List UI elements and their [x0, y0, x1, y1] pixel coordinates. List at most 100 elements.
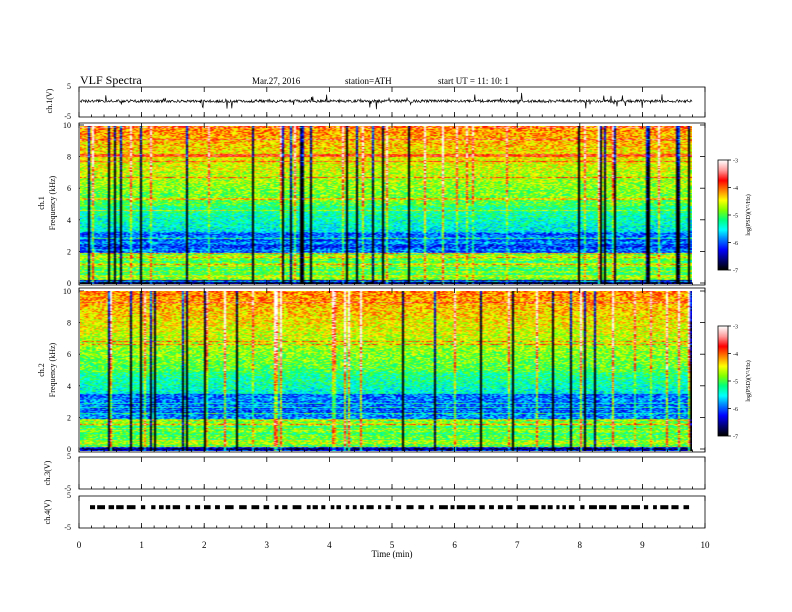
ch4-pulse	[643, 505, 649, 510]
ch4-pulse	[225, 505, 234, 510]
ch4-ytick-top: 5	[67, 491, 71, 500]
time-tick-label: 5	[390, 540, 395, 550]
colorbar-tick-label: -6	[733, 407, 738, 413]
ch4-pulse	[541, 505, 546, 510]
ch4-pulse	[140, 505, 146, 510]
ch3-waveform-panel: ch.3(V) 5 -5	[43, 452, 706, 493]
ch2-spectrogram-ytick-label: 8	[67, 319, 71, 328]
time-axis-label: Time (min)	[372, 549, 413, 559]
ch1-spectrogram-ytick-label: 6	[67, 184, 71, 193]
ch4-pulse	[172, 505, 181, 510]
ch2-spectrogram-ytick-label: 10	[63, 287, 71, 296]
ch1-spectrogram-panel: ch.1 Frequency (kHz) 0 2 4 6 8 10	[37, 121, 706, 288]
ch2-spectrogram-heatmap	[80, 291, 692, 451]
ch4-pulse	[660, 505, 669, 510]
time-tick-label: 0	[77, 540, 82, 550]
ch2-colorbar-label: log(PSD)(V²/Hz)	[745, 360, 752, 401]
ch4-waveform-panel: ch.4(V) 5 -5	[43, 491, 706, 532]
ch4-pulse	[467, 505, 476, 510]
time-tick-label: 7	[515, 540, 520, 550]
time-tick-label: 4	[327, 540, 332, 550]
ch4-pulse	[456, 505, 466, 510]
ch4-pulse	[439, 505, 448, 510]
ch1-spectrogram-ytick-label: 10	[63, 121, 71, 130]
colorbar-tick-label: -3	[733, 325, 738, 331]
ch2-spectrogram-panel: ch.2 Frequency (kHz) 0 2 4 6 8 10	[37, 287, 706, 454]
ch4-pulse	[239, 505, 247, 510]
date-label: Mar.27, 2016	[252, 76, 301, 86]
ch4-pulse	[151, 505, 156, 510]
ch2-spectrogram-ytick-label: 2	[67, 413, 71, 422]
ch1-ytick-bottom: -5	[64, 112, 71, 121]
ch4-pulse	[292, 505, 302, 510]
ch1-waveform-ylabel: ch.1(V)	[45, 88, 54, 113]
ch4-pulse	[430, 505, 434, 510]
ch4-pulse	[126, 505, 136, 510]
colorbar-tick-label: -5	[733, 214, 738, 220]
ch2-colorbar-gradient	[718, 326, 728, 436]
ch4-pulse	[185, 505, 191, 510]
ch1-waveform-trace	[79, 92, 693, 110]
ch4-pulse	[489, 505, 494, 510]
ch4-pulse	[282, 505, 288, 510]
ch3-waveform-ylabel: ch.3(V)	[43, 460, 52, 485]
ch1-spectrogram-ylabel-channel: ch.1	[37, 196, 46, 210]
ch1-colorbar-gradient	[718, 160, 728, 270]
colorbar-tick-label: -5	[733, 380, 738, 386]
ch3-ytick-bottom: -5	[64, 484, 71, 493]
ch4-pulse	[547, 505, 553, 510]
ch2-spectrogram-ylabel-frequency: Frequency (kHz)	[48, 342, 57, 397]
ch4-waveform-trace	[90, 505, 690, 510]
ch2-spectrogram-ytick-label: 4	[67, 382, 71, 391]
ch4-pulse	[108, 505, 115, 510]
ch4-pulse	[194, 505, 201, 510]
ch4-pulse	[406, 505, 414, 510]
ch4-pulse	[158, 505, 164, 510]
ch4-pulse	[568, 505, 575, 510]
ch4-pulse	[395, 505, 402, 510]
ch1-spectrogram-ytick-label: 4	[67, 216, 71, 225]
ch4-pulse	[631, 505, 640, 510]
ch1-colorbar-ticks: -3 -4 -5 -6 -7	[728, 159, 738, 275]
ch1-colorbar: -3 -4 -5 -6 -7 log(PSD)(V²/Hz)	[717, 159, 752, 275]
ch4-pulse	[621, 505, 629, 510]
ch4-pulse	[345, 505, 350, 510]
ch1-spectrogram-ytick-label: 8	[67, 153, 71, 162]
colorbar-tick-label: -7	[733, 269, 738, 275]
ch4-ytick-bottom: -5	[64, 523, 71, 532]
ch4-pulse	[251, 505, 260, 510]
ch4-pulse	[609, 505, 617, 510]
time-axis-ticks	[78, 87, 706, 528]
start-time-label: start UT = 11: 10: 1	[438, 76, 509, 86]
station-label: station=ATH	[345, 76, 392, 86]
ch4-pulse	[116, 505, 124, 510]
time-tick-label: 6	[452, 540, 457, 550]
ch4-pulse	[352, 505, 357, 510]
ch4-pulse	[263, 505, 270, 510]
ch2-spectrogram-ylabel-channel: ch.2	[37, 363, 46, 377]
ch4-pulse	[683, 505, 690, 510]
ch4-pulse	[671, 505, 679, 510]
ch4-pulse	[97, 505, 106, 510]
ch4-pulse	[312, 505, 318, 510]
ch4-pulse	[330, 505, 335, 510]
time-axis-tick-labels: 0 1 2 3 4 5 6 7 8 9 10	[77, 540, 710, 550]
ch4-pulse	[556, 505, 560, 510]
ch4-pulse	[274, 505, 279, 510]
colorbar-tick-label: -3	[733, 159, 738, 165]
ch4-pulse	[450, 505, 455, 510]
ch4-pulse	[336, 505, 341, 510]
colorbar-tick-label: -6	[733, 241, 738, 247]
ch4-pulse	[497, 505, 504, 510]
ch4-pulse	[479, 505, 485, 510]
ch1-spectrogram-ytick-label: 0	[67, 279, 71, 288]
ch4-pulse	[506, 505, 513, 510]
figure-title: VLF Spectra	[80, 73, 142, 87]
ch4-pulse	[165, 505, 171, 510]
ch1-waveform-panel: ch.1(V) 5 -5	[45, 82, 706, 121]
ch2-colorbar-ticks: -3 -4 -5 -6 -7	[728, 325, 738, 441]
ch4-waveform-ylabel: ch.4(V)	[43, 499, 52, 524]
ch4-pulse	[385, 505, 391, 510]
ch2-spectrogram-ytick-label: 6	[67, 350, 71, 359]
ch4-pulse	[203, 505, 211, 510]
